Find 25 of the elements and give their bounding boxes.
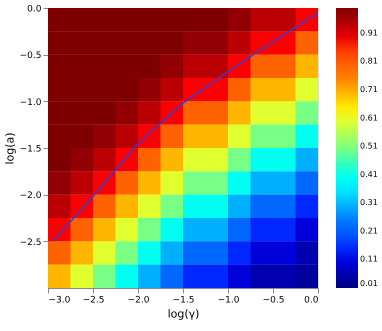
color-bar-label: 0.81 — [360, 56, 378, 66]
color-bar-label: 0.51 — [360, 142, 378, 151]
color-bar-label: 0.31 — [360, 198, 378, 208]
color-bar-label: 0.01 — [360, 279, 378, 288]
y-tick-label: −1.0 — [20, 98, 42, 108]
x-tick-label: −2.0 — [128, 296, 150, 306]
x-axis-title: log(γ) — [168, 308, 200, 320]
color-bar-label: 0.61 — [360, 113, 378, 122]
color-bar-label: 0.11 — [360, 254, 378, 264]
color-bar-label: 0.91 — [360, 28, 378, 38]
x-tick-label: −1.0 — [218, 296, 240, 306]
x-tick-label: −2.5 — [82, 296, 104, 306]
x-tick-label: −0.5 — [262, 296, 284, 306]
x-tick-label: −1.5 — [172, 296, 194, 306]
y-tick-label: −2.5 — [20, 238, 42, 248]
color-bar-label: 0.41 — [360, 170, 378, 179]
y-axis-title: log(a) — [4, 132, 17, 165]
y-tick-label: −0.5 — [20, 51, 42, 62]
y-tick-label: −1.5 — [20, 144, 42, 154]
y-tick-label: −2.0 — [20, 191, 42, 202]
color-bar-label: 0.71 — [360, 85, 378, 94]
x-tick-label: 0.0 — [304, 296, 319, 306]
color-bar-label: 0.21 — [360, 226, 378, 236]
x-tick-label: −3.0 — [48, 296, 71, 306]
y-tick-label: 0.0 — [27, 4, 42, 14]
